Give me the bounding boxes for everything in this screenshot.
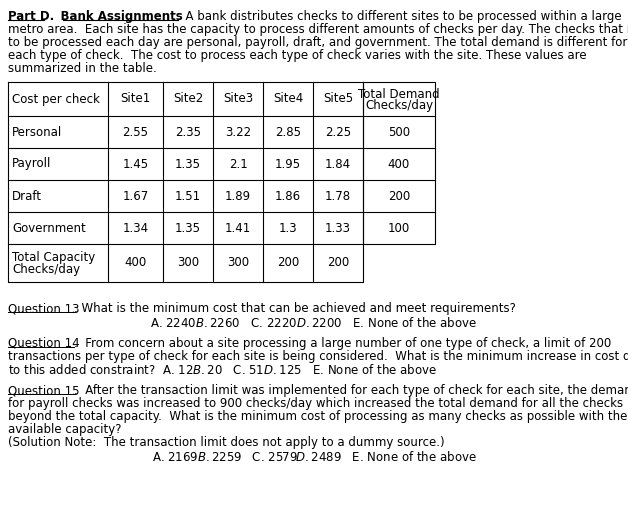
Text: to be processed each day are personal, payroll, draft, and government. The total: to be processed each day are personal, p… bbox=[8, 36, 627, 49]
Text: 300: 300 bbox=[177, 257, 199, 270]
Text: Government: Government bbox=[12, 222, 86, 235]
Text: 2.25: 2.25 bbox=[325, 126, 351, 138]
Text: beyond the total capacity.  What is the minimum cost of processing as many check: beyond the total capacity. What is the m… bbox=[8, 410, 627, 423]
Text: Cost per check: Cost per check bbox=[12, 92, 100, 105]
Text: .  From concern about a site processing a large number of one type of check, a l: . From concern about a site processing a… bbox=[74, 337, 611, 350]
Text: metro area.  Each site has the capacity to process different amounts of checks p: metro area. Each site has the capacity t… bbox=[8, 23, 628, 36]
Text: 1.45: 1.45 bbox=[122, 158, 149, 170]
Text: Total Demand: Total Demand bbox=[358, 88, 440, 100]
Text: available capacity?: available capacity? bbox=[8, 423, 121, 436]
Text: 1.33: 1.33 bbox=[325, 222, 351, 235]
Text: Site4: Site4 bbox=[273, 92, 303, 105]
Text: . A bank distributes checks to different sites to be processed within a large: . A bank distributes checks to different… bbox=[178, 10, 622, 23]
Text: Question 13: Question 13 bbox=[8, 302, 80, 315]
Text: 1.34: 1.34 bbox=[122, 222, 149, 235]
Text: 500: 500 bbox=[388, 126, 410, 138]
Text: 1.89: 1.89 bbox=[225, 190, 251, 202]
Text: 1.95: 1.95 bbox=[275, 158, 301, 170]
Text: Bank Assignments: Bank Assignments bbox=[44, 10, 183, 23]
Text: summarized in the table.: summarized in the table. bbox=[8, 62, 157, 75]
Text: 1.51: 1.51 bbox=[175, 190, 201, 202]
Text: each type of check.  The cost to process each type of check varies with the site: each type of check. The cost to process … bbox=[8, 49, 587, 62]
Text: 2.35: 2.35 bbox=[175, 126, 201, 138]
Text: Site1: Site1 bbox=[121, 92, 151, 105]
Text: 100: 100 bbox=[388, 222, 410, 235]
Text: Payroll: Payroll bbox=[12, 158, 51, 170]
Text: Total Capacity: Total Capacity bbox=[12, 251, 95, 265]
Text: 2.85: 2.85 bbox=[275, 126, 301, 138]
Text: 1.67: 1.67 bbox=[122, 190, 149, 202]
Text: 2.1: 2.1 bbox=[229, 158, 247, 170]
Text: Site5: Site5 bbox=[323, 92, 353, 105]
Text: 200: 200 bbox=[277, 257, 299, 270]
Text: Site2: Site2 bbox=[173, 92, 203, 105]
Text: .  After the transaction limit was implemented for each type of check for each s: . After the transaction limit was implem… bbox=[74, 384, 628, 397]
Text: . What is the minimum cost that can be achieved and meet requirements?: . What is the minimum cost that can be a… bbox=[74, 302, 516, 315]
Text: 1.3: 1.3 bbox=[279, 222, 297, 235]
Text: A. $2169   B. $2259   C. $2579   D. $2489   E. None of the above: A. $2169 B. $2259 C. $2579 D. $2489 E. N… bbox=[151, 450, 477, 464]
Text: 200: 200 bbox=[388, 190, 410, 202]
Text: Site3: Site3 bbox=[223, 92, 253, 105]
Text: 1.41: 1.41 bbox=[225, 222, 251, 235]
Text: transactions per type of check for each site is being considered.  What is the m: transactions per type of check for each … bbox=[8, 350, 628, 363]
Text: Part D.: Part D. bbox=[8, 10, 54, 23]
Text: (Solution Note:  The transaction limit does not apply to a dummy source.): (Solution Note: The transaction limit do… bbox=[8, 436, 445, 449]
Text: 200: 200 bbox=[327, 257, 349, 270]
Text: 1.86: 1.86 bbox=[275, 190, 301, 202]
Text: Personal: Personal bbox=[12, 126, 62, 138]
Text: Question 14: Question 14 bbox=[8, 337, 80, 350]
Text: for payroll checks was increased to 900 checks/day which increased the total dem: for payroll checks was increased to 900 … bbox=[8, 397, 623, 410]
Text: 400: 400 bbox=[124, 257, 146, 270]
Text: 2.55: 2.55 bbox=[122, 126, 148, 138]
Text: Checks/day: Checks/day bbox=[12, 264, 80, 276]
Text: to this added constraint?  A. $12   B. $20   C. $51   D. $125   E. None of the a: to this added constraint? A. $12 B. $20 … bbox=[8, 363, 437, 377]
Text: Question 15: Question 15 bbox=[8, 384, 80, 397]
Text: 1.78: 1.78 bbox=[325, 190, 351, 202]
Text: Draft: Draft bbox=[12, 190, 42, 202]
Text: Checks/day: Checks/day bbox=[365, 99, 433, 113]
Text: 3.22: 3.22 bbox=[225, 126, 251, 138]
Text: 300: 300 bbox=[227, 257, 249, 270]
Text: A. $2240   B. $2260   C. $2220   D. $2200   E. None of the above: A. $2240 B. $2260 C. $2220 D. $2200 E. N… bbox=[151, 316, 477, 330]
Text: 1.84: 1.84 bbox=[325, 158, 351, 170]
Text: 1.35: 1.35 bbox=[175, 222, 201, 235]
Text: 400: 400 bbox=[388, 158, 410, 170]
Text: 1.35: 1.35 bbox=[175, 158, 201, 170]
